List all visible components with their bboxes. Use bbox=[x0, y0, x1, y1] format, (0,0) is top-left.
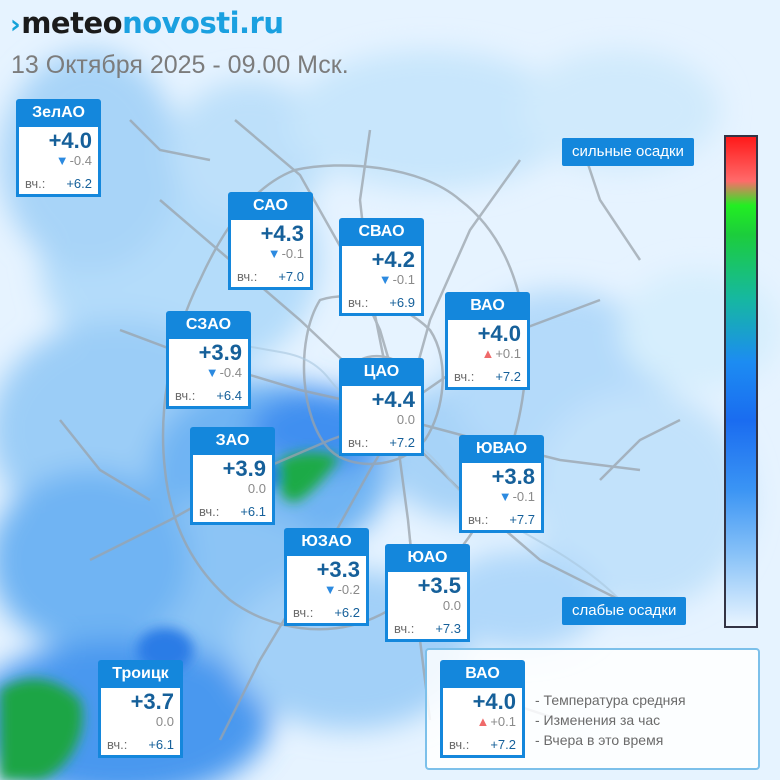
yesterday-row: вч.: +7.2 bbox=[454, 369, 521, 384]
temperature-value: +4.0 bbox=[477, 321, 521, 346]
trend-down-icon: ▼ bbox=[498, 489, 512, 504]
district-card-yuvao[interactable]: ЮВАО +3.8 ▼-0.1 вч.: +7.7 bbox=[459, 435, 544, 533]
yesterday-value: +7.2 bbox=[490, 737, 516, 752]
site-logo[interactable]: ›meteonovosti.ru bbox=[10, 6, 284, 40]
yesterday-value: +7.0 bbox=[278, 269, 304, 284]
yesterday-row: вч.: +6.1 bbox=[199, 504, 266, 519]
district-name: СВАО bbox=[339, 218, 424, 246]
hourly-change: ▼-0.4 bbox=[55, 153, 92, 168]
legend-line-yesterday: - Вчера в это время bbox=[535, 732, 664, 748]
temperature-value: +4.4 bbox=[371, 387, 415, 412]
trend-up-icon: ▲ bbox=[476, 714, 490, 729]
yesterday-row: вч.: +7.3 bbox=[394, 621, 461, 636]
district-card-szao[interactable]: СЗАО +3.9 ▼-0.4 вч.: +6.4 bbox=[166, 311, 251, 409]
district-name: ВАО bbox=[445, 292, 530, 320]
yesterday-value: +6.1 bbox=[148, 737, 174, 752]
district-name: Троицк bbox=[98, 660, 183, 688]
trend-up-icon: ▲ bbox=[481, 346, 495, 361]
precipitation-scale-bar bbox=[724, 135, 758, 628]
legend-sample-card: ВАО +4.0 ▲+0.1 вч.: +7.2 bbox=[440, 660, 525, 758]
district-name: ЦАО bbox=[339, 358, 424, 386]
hourly-change: ▼-0.4 bbox=[205, 365, 242, 380]
yesterday-row: вч.: +6.2 bbox=[293, 605, 360, 620]
trend-down-icon: ▼ bbox=[55, 153, 69, 168]
yesterday-row: вч.: +7.7 bbox=[468, 512, 535, 527]
district-card-zelao[interactable]: ЗелАО +4.0 ▼-0.4 вч.: +6.2 bbox=[16, 99, 101, 197]
logo-text-novosti: novosti.ru bbox=[122, 6, 284, 40]
trend-down-icon: ▼ bbox=[378, 272, 392, 287]
temperature-value: +3.5 bbox=[417, 573, 461, 598]
yesterday-value: +7.2 bbox=[389, 435, 415, 450]
district-name: ЮАО bbox=[385, 544, 470, 572]
temperature-value: +3.9 bbox=[198, 340, 242, 365]
temperature-value: +3.7 bbox=[130, 689, 174, 714]
trend-down-icon: ▼ bbox=[323, 582, 337, 597]
yesterday-value: +6.2 bbox=[334, 605, 360, 620]
yesterday-row: вч.: +6.2 bbox=[25, 176, 92, 191]
yesterday-row: вч.: +6.1 bbox=[107, 737, 174, 752]
hourly-change: ▲+0.1 bbox=[476, 714, 516, 729]
district-card-zao[interactable]: ЗАО +3.9 0.0 вч.: +6.1 bbox=[190, 427, 275, 525]
yesterday-row: вч.: +7.2 bbox=[449, 737, 516, 752]
hourly-change: ▼-0.2 bbox=[323, 582, 360, 597]
trend-down-icon: ▼ bbox=[267, 246, 281, 261]
district-name: ЮЗАО bbox=[284, 528, 369, 556]
district-name: ЗелАО bbox=[16, 99, 101, 127]
temperature-value: +3.3 bbox=[316, 557, 360, 582]
district-card-yuao[interactable]: ЮАО +3.5 0.0 вч.: +7.3 bbox=[385, 544, 470, 642]
hourly-change: ▼-0.1 bbox=[378, 272, 415, 287]
hourly-change: 0.0 bbox=[396, 412, 415, 427]
yesterday-value: +6.9 bbox=[389, 295, 415, 310]
logo-text-meteo: meteo bbox=[21, 6, 123, 40]
scale-label-light: слабые осадки bbox=[562, 597, 687, 625]
district-card-troitsk[interactable]: Троицк +3.7 0.0 вч.: +6.1 bbox=[98, 660, 183, 758]
district-name: ВАО bbox=[440, 660, 525, 688]
date-time-heading: 13 Октября 2025 - 09.00 Мск. bbox=[11, 51, 349, 79]
yesterday-value: +6.4 bbox=[216, 388, 242, 403]
hourly-change: ▲+0.1 bbox=[481, 346, 521, 361]
temperature-value: +4.0 bbox=[472, 689, 516, 714]
district-name: ЗАО bbox=[190, 427, 275, 455]
temperature-value: +4.0 bbox=[48, 128, 92, 153]
hourly-change: 0.0 bbox=[155, 714, 174, 729]
hourly-change: 0.0 bbox=[247, 481, 266, 496]
yesterday-value: +7.7 bbox=[509, 512, 535, 527]
district-card-cao[interactable]: ЦАО +4.4 0.0 вч.: +7.2 bbox=[339, 358, 424, 456]
yesterday-row: вч.: +6.9 bbox=[348, 295, 415, 310]
legend-descriptions: - Температура средняя - Изменения за час… bbox=[535, 690, 686, 750]
yesterday-row: вч.: +6.4 bbox=[175, 388, 242, 403]
district-name: САО bbox=[228, 192, 313, 220]
yesterday-row: вч.: +7.2 bbox=[348, 435, 415, 450]
yesterday-value: +6.1 bbox=[240, 504, 266, 519]
yesterday-value: +7.3 bbox=[435, 621, 461, 636]
district-card-svao[interactable]: СВАО +4.2 ▼-0.1 вч.: +6.9 bbox=[339, 218, 424, 316]
hourly-change: ▼-0.1 bbox=[267, 246, 304, 261]
temperature-value: +4.3 bbox=[260, 221, 304, 246]
yesterday-value: +6.2 bbox=[66, 176, 92, 191]
temperature-value: +3.8 bbox=[491, 464, 535, 489]
hourly-change: 0.0 bbox=[442, 598, 461, 613]
scale-label-heavy: сильные осадки bbox=[562, 138, 694, 166]
district-card-vao[interactable]: ВАО +4.0 ▲+0.1 вч.: +7.2 bbox=[445, 292, 530, 390]
legend-line-change: - Изменения за час bbox=[535, 712, 661, 728]
hourly-change: ▼-0.1 bbox=[498, 489, 535, 504]
temperature-value: +4.2 bbox=[371, 247, 415, 272]
district-name: ЮВАО bbox=[459, 435, 544, 463]
yesterday-row: вч.: +7.0 bbox=[237, 269, 304, 284]
district-card-sao[interactable]: САО +4.3 ▼-0.1 вч.: +7.0 bbox=[228, 192, 313, 290]
legend-line-average: - Температура средняя bbox=[535, 692, 686, 708]
district-name: СЗАО bbox=[166, 311, 251, 339]
district-card-yuzao[interactable]: ЮЗАО +3.3 ▼-0.2 вч.: +6.2 bbox=[284, 528, 369, 626]
trend-down-icon: ▼ bbox=[205, 365, 219, 380]
temperature-value: +3.9 bbox=[222, 456, 266, 481]
logo-mark-icon: › bbox=[10, 10, 21, 40]
yesterday-value: +7.2 bbox=[495, 369, 521, 384]
